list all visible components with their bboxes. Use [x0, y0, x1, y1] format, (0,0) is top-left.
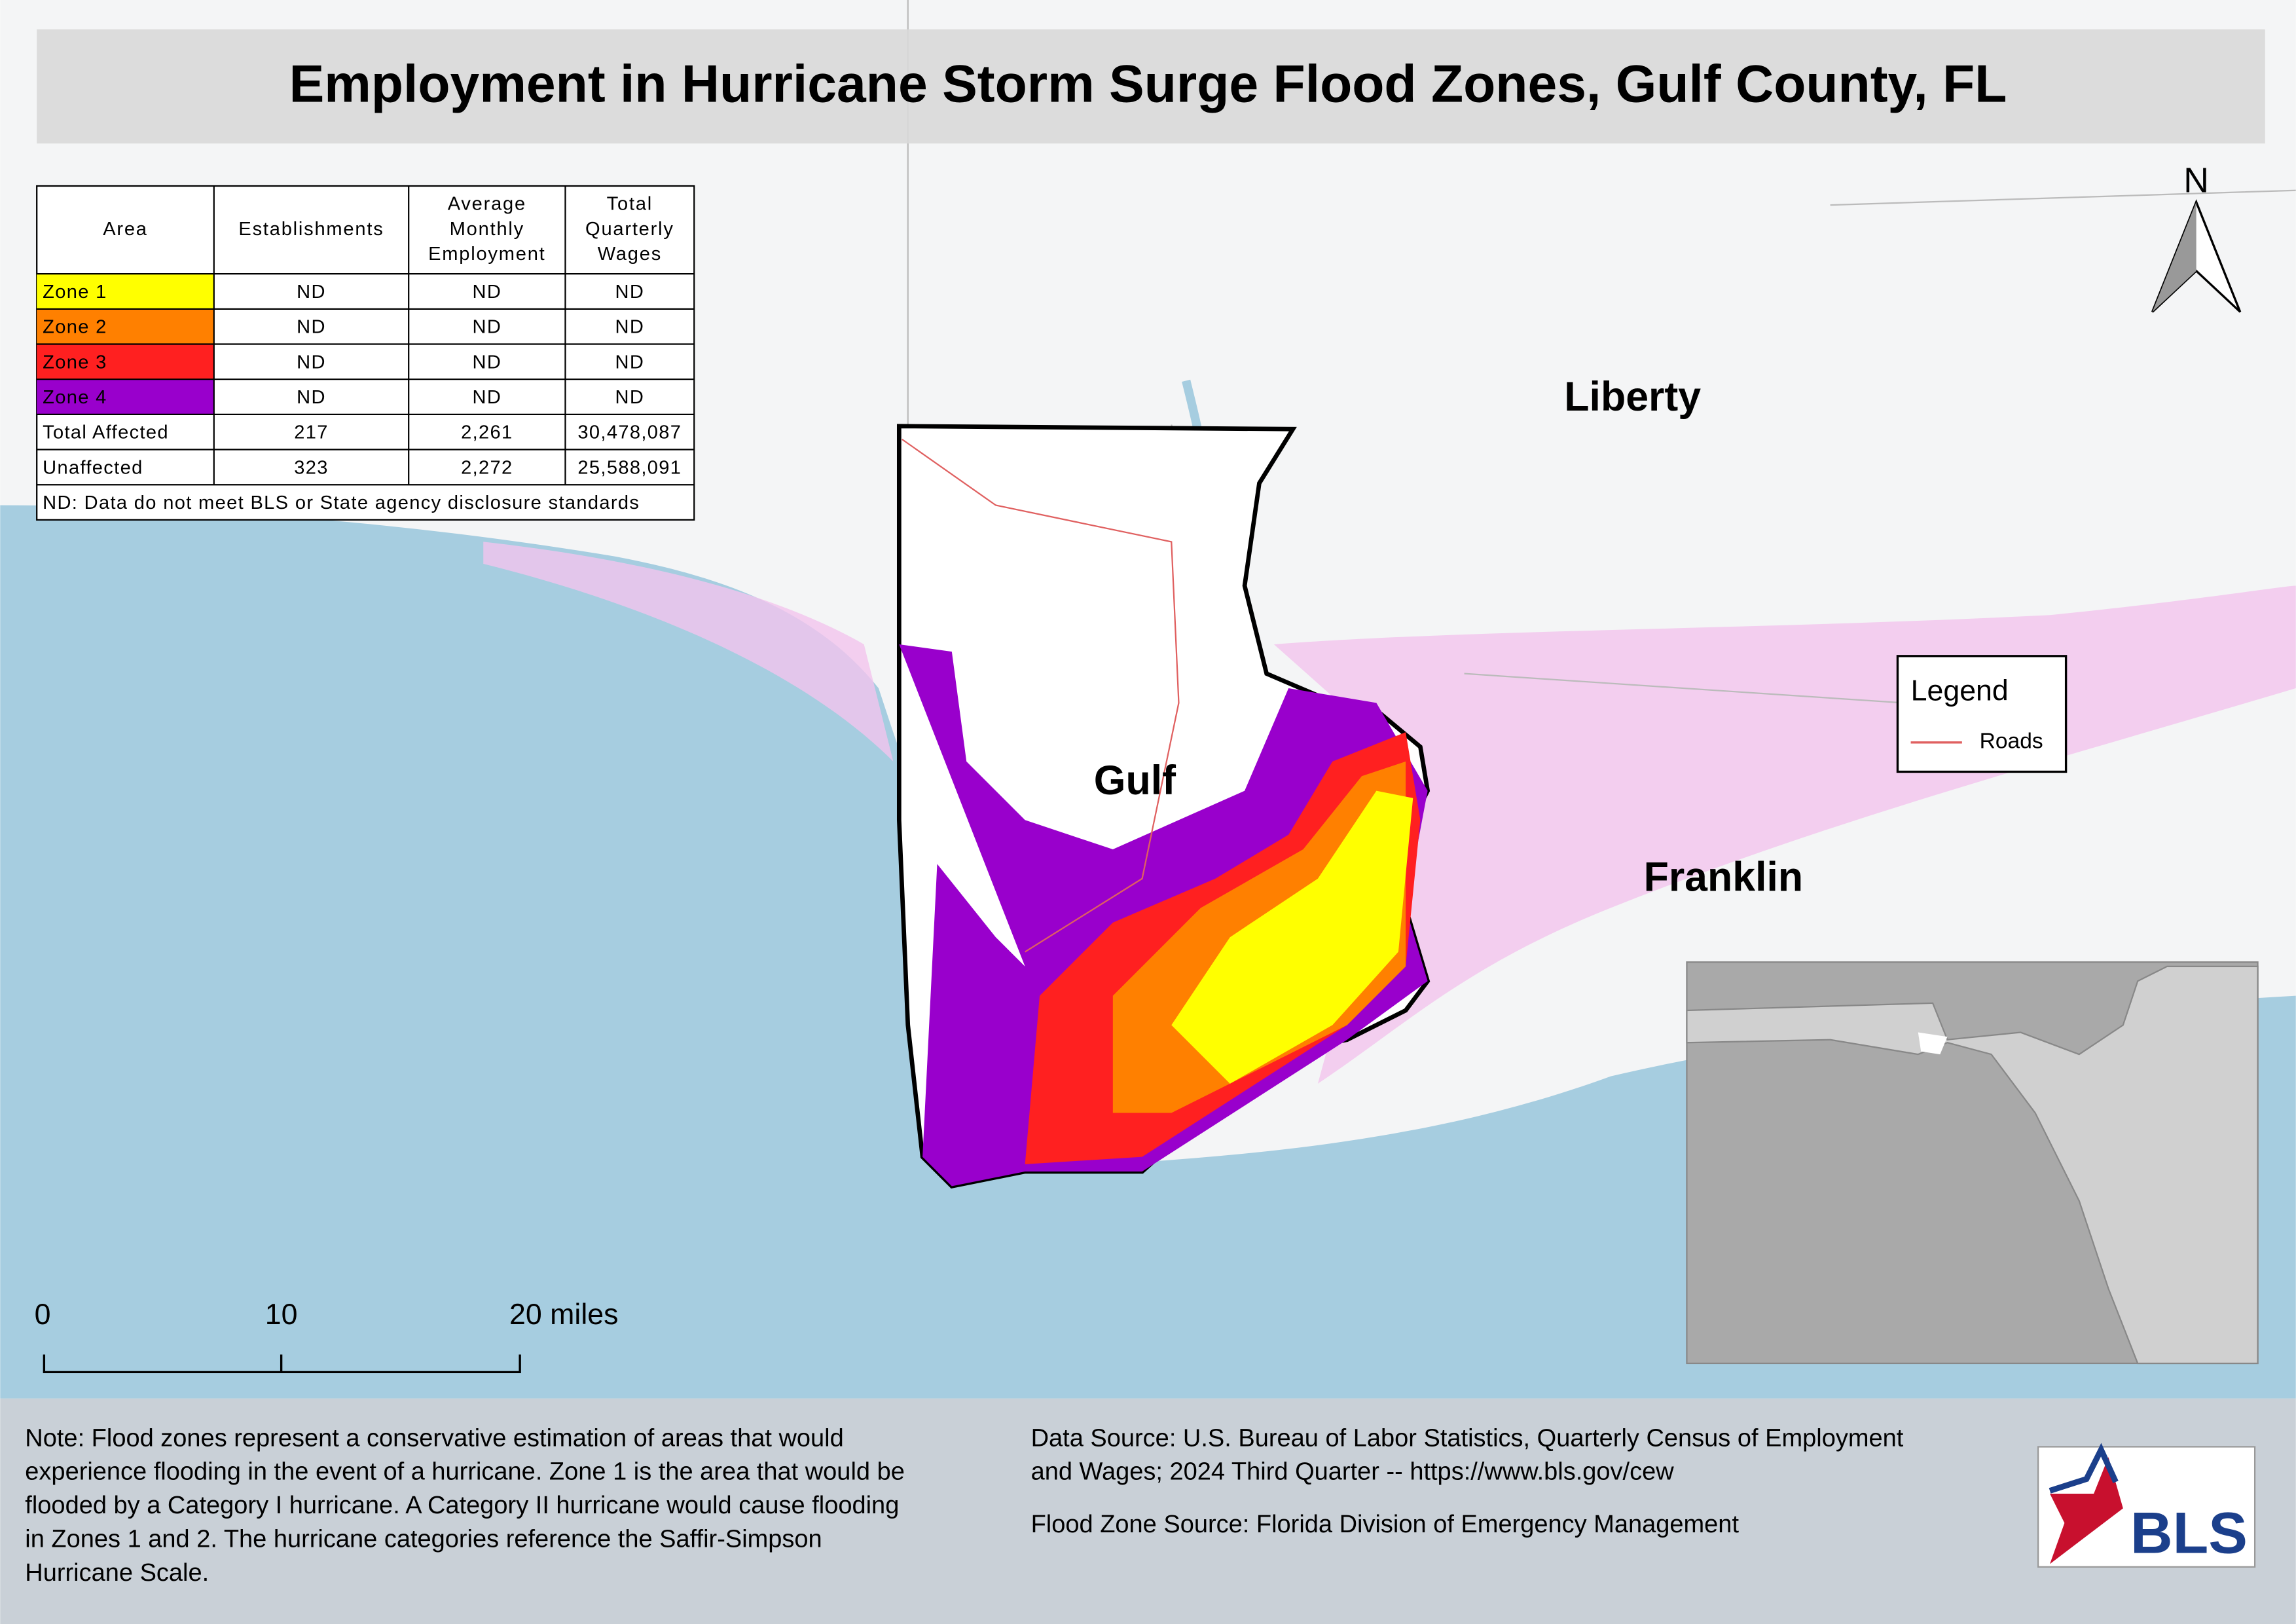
surge-outside [483, 542, 2296, 1084]
scale-label: 10 [265, 1299, 298, 1331]
row-label: Zone 1 [43, 282, 107, 303]
scale-bar [43, 1354, 521, 1374]
note-line: in Zones 1 and 2. The hurricane categori… [25, 1526, 822, 1553]
source-line: Flood Zone Source: Florida Division of E… [1031, 1511, 1740, 1538]
note-line: Hurricane Scale. [25, 1559, 209, 1587]
table-cell: 30,478,087 [577, 422, 682, 443]
table-cell: ND [472, 387, 501, 408]
row-label: Zone 2 [43, 317, 107, 338]
row-label: Zone 3 [43, 352, 107, 373]
source-line: and Wages; 2024 Third Quarter -- https:/… [1031, 1458, 1675, 1486]
table-cell: 217 [294, 422, 329, 443]
table-cell: ND [297, 282, 326, 303]
note-line: flooded by a Category I hurricane. A Cat… [25, 1492, 899, 1519]
legend-box [1896, 655, 2068, 773]
table-cell: ND [472, 352, 501, 373]
table-cell: ND [615, 387, 645, 408]
legend-title: Legend [1911, 675, 2009, 707]
table-cell: ND [615, 317, 645, 338]
note-line: Note: Flood zones represent a conservati… [25, 1424, 843, 1452]
table-cell: ND [297, 352, 326, 373]
place-label: Liberty [1564, 374, 1701, 420]
notes: Note: Flood zones represent a conservati… [25, 1424, 1903, 1587]
note-line: experience flooding in the event of a hu… [25, 1458, 905, 1486]
table-header: Employment [428, 244, 545, 265]
north-label: N [2183, 161, 2209, 200]
source-line: Data Source: U.S. Bureau of Labor Statis… [1031, 1424, 1904, 1452]
table-header: Area [103, 219, 148, 240]
table-cell: ND [297, 387, 326, 408]
road [902, 438, 1180, 953]
legend-label: Roads [1980, 729, 2043, 754]
boundaries [907, 0, 2296, 704]
table-cell: 323 [294, 457, 329, 478]
table-header: Wages [598, 244, 662, 265]
footer [0, 1398, 2296, 1624]
zone-swatch [37, 274, 214, 309]
row-label: Unaffected [43, 457, 143, 478]
north-arrow-shade [2152, 202, 2196, 312]
title-bar [37, 29, 2265, 144]
table-header: Quarterly [585, 219, 674, 240]
table-cell: ND [297, 317, 326, 338]
logo-mark [2050, 1457, 2123, 1564]
logo-text: BLS [2130, 1500, 2248, 1566]
table: Area Establishments Average Monthly Employme… [36, 185, 695, 521]
scale-label: 0 [35, 1299, 51, 1331]
table-header: Total [607, 194, 653, 215]
inset-highlight [1918, 1032, 1948, 1055]
logo-line [2049, 1443, 2119, 1494]
zone-swatch [37, 379, 214, 415]
table-cell: 2,272 [461, 457, 513, 478]
table-cell: ND [615, 352, 645, 373]
zone-swatch [37, 308, 214, 344]
place-label: Franklin [1644, 855, 1804, 900]
table-cell: ND [615, 282, 645, 303]
table-cell: ND [472, 282, 501, 303]
title: Employment in Hurricane Storm Surge Floo… [289, 54, 2007, 113]
table-cell: 2,261 [461, 422, 513, 443]
row-label: Total Affected [43, 422, 169, 443]
zone-1 [1171, 790, 1413, 1084]
scale-label: 20 miles [509, 1299, 619, 1331]
table-header: Establishments [238, 219, 384, 240]
row-label: Zone 4 [43, 387, 107, 408]
zone-swatch [37, 344, 214, 380]
table-header: Monthly [450, 219, 524, 240]
place-label: Gulf [1094, 758, 1176, 803]
table-cell: 25,588,091 [577, 457, 682, 478]
inset-land [1686, 965, 2259, 1365]
table-footnote: ND: Data do not meet BLS or State agency… [43, 492, 640, 513]
table-cell: ND [472, 317, 501, 338]
table-header: Average [448, 194, 526, 215]
